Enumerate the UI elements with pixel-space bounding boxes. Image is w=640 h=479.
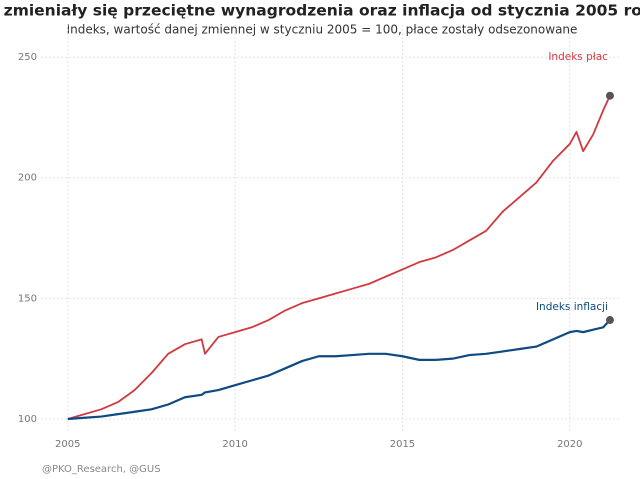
- chart-title: Jak zmieniały się przeciętne wynagrodzen…: [0, 2, 640, 20]
- end-point: [605, 91, 614, 100]
- y-tick-label: 250: [18, 52, 37, 63]
- series-line: [67, 319, 611, 421]
- x-tick-label: 2020: [557, 439, 582, 450]
- source: @PKO_Research, @GUS: [42, 464, 161, 475]
- chart-subtitle: Indeks, wartość danej zmiennej w styczni…: [67, 23, 578, 37]
- series-label: Indeks inflacji: [536, 301, 608, 313]
- y-tick-label: 100: [18, 414, 37, 425]
- x-tick-label: 2005: [55, 439, 80, 450]
- y-tick-label: 150: [18, 293, 37, 304]
- series-label: Indeks płac: [548, 51, 608, 63]
- end-point: [605, 316, 614, 325]
- x-tick-label: 2010: [222, 439, 247, 450]
- x-tick-label: 2015: [390, 439, 415, 450]
- y-tick-label: 200: [18, 173, 37, 184]
- series-line: [67, 95, 611, 420]
